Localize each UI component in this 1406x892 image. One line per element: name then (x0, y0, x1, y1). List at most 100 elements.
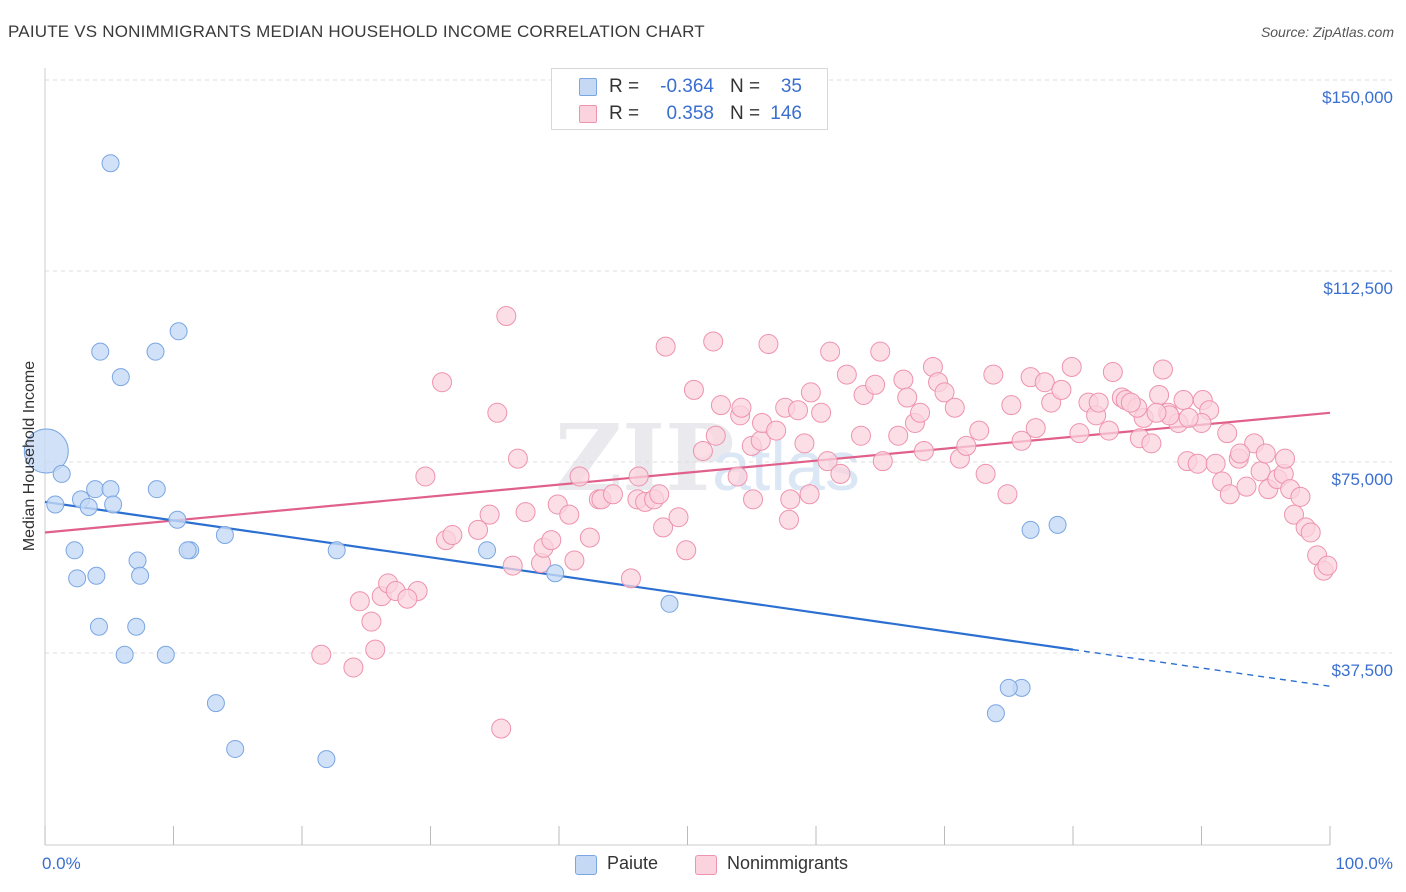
nonimmigrants-point (956, 435, 977, 456)
series-legend: Paiute Nonimmigrants (0, 852, 1406, 878)
nonimmigrants-point (1149, 384, 1170, 405)
paiute-point (89, 617, 108, 636)
nonimmigrants-point (502, 555, 523, 576)
correlation-legend: R = -0.364 N = 35 R = 0.358 N = 146 (551, 68, 828, 130)
nonimmigrants-point (758, 334, 779, 355)
nonimmigrants-point (703, 331, 724, 352)
nonimmigrants-point (602, 484, 623, 505)
nonimmigrants-point (983, 364, 1004, 385)
paiute-point (79, 498, 98, 517)
nonimmigrants-point (1098, 420, 1119, 441)
nonimmigrants-point (1290, 486, 1311, 507)
legend-n-label: N = (730, 103, 761, 124)
paiute-point (546, 564, 565, 583)
paiute-point (46, 495, 65, 514)
x-tick-label: 0.0% (42, 854, 81, 873)
nonimmigrants-point (850, 425, 871, 446)
nonimmigrants-point (975, 463, 996, 484)
nonimmigrants-point (442, 525, 463, 546)
nonimmigrants-point (1051, 379, 1072, 400)
nonimmigrants-point (1275, 448, 1296, 469)
y-axis-label: Median Household Income (21, 361, 38, 551)
nonimmigrants-point (655, 336, 676, 357)
nonimmigrants-point (676, 540, 697, 561)
paiute-point (52, 464, 71, 483)
nonimmigrants-point (1120, 392, 1141, 413)
nonimmigrants-point (1173, 390, 1194, 411)
paiute-point (101, 480, 120, 499)
nonimmigrants-point (766, 420, 787, 441)
legend-n-value: 146 (770, 103, 802, 124)
nonimmigrants-points (311, 306, 1338, 739)
nonimmigrants-point (934, 382, 955, 403)
nonimmigrants-point (788, 400, 809, 421)
paiute-point (68, 569, 87, 588)
paiute-point (23, 428, 69, 474)
nonimmigrants-point (564, 550, 585, 571)
paiute-point (65, 541, 84, 560)
paiute-point (168, 510, 187, 529)
paiute-point (317, 750, 336, 769)
nonimmigrants-point (1300, 522, 1321, 543)
nonimmigrants-point (559, 504, 580, 525)
nonimmigrants-point (1230, 443, 1251, 464)
nonimmigrants-point (872, 451, 893, 472)
nonimmigrants-point (820, 341, 841, 362)
legend-swatch-paiute (575, 855, 597, 875)
paiute-point (131, 566, 150, 585)
nonimmigrants-point (811, 402, 832, 423)
nonimmigrants-point (683, 379, 704, 400)
nonimmigrants-point (799, 484, 820, 505)
paiute-point (660, 594, 679, 613)
legend-n-value: 35 (780, 76, 802, 97)
nonimmigrants-point (668, 507, 689, 528)
nonimmigrants-point (830, 463, 851, 484)
nonimmigrants-point (944, 397, 965, 418)
grid (45, 79, 1392, 654)
nonimmigrants-point (779, 509, 800, 530)
nonimmigrants-point (569, 466, 590, 487)
nonimmigrants-point (731, 397, 752, 418)
legend-r-value: -0.364 (660, 76, 714, 97)
nonimmigrants-point (1069, 423, 1090, 444)
nonimmigrants-point (1178, 407, 1199, 428)
legend-swatch-nonimmigrants (695, 855, 717, 875)
nonimmigrants-point (1187, 453, 1208, 474)
paiute-point (146, 342, 165, 361)
nonimmigrants-point (487, 402, 508, 423)
nonimmigrants-point (1011, 430, 1032, 451)
paiute-point (147, 480, 166, 499)
legend-row-nonimmigrants: R = 0.358 N = 146 (552, 101, 827, 127)
nonimmigrants-point (705, 425, 726, 446)
paiute-point (226, 739, 245, 758)
paiute-point (115, 645, 134, 664)
nonimmigrants-point (800, 382, 821, 403)
nonimmigrants-point (1250, 461, 1271, 482)
nonimmigrants-point (1284, 504, 1305, 525)
nonimmigrants-point (468, 519, 489, 540)
nonimmigrants-point (1219, 484, 1240, 505)
paiute-point (206, 694, 225, 713)
nonimmigrants-point (1255, 443, 1276, 464)
nonimmigrants-point (1001, 395, 1022, 416)
nonimmigrants-point (479, 504, 500, 525)
paiute-trend-extension (1072, 648, 1331, 687)
paiute-point (127, 617, 146, 636)
nonimmigrants-point (913, 440, 934, 461)
nonimmigrants-point (343, 657, 364, 678)
nonimmigrants-point (888, 425, 909, 446)
nonimmigrants-point (1025, 418, 1046, 439)
paiute-point (169, 322, 188, 341)
paiute-point (1048, 515, 1067, 534)
legend-r-label: R = (609, 103, 640, 124)
nonimmigrants-point (496, 306, 517, 327)
nonimmigrants-point (865, 374, 886, 395)
x-tick-label: 100.0% (1335, 854, 1393, 873)
nonimmigrants-point (780, 489, 801, 510)
nonimmigrants-point (361, 611, 382, 632)
paiute-point (104, 495, 123, 514)
legend-swatch-nonimmigrants (579, 105, 597, 123)
paiute-point (87, 566, 106, 585)
nonimmigrants-point (541, 530, 562, 551)
